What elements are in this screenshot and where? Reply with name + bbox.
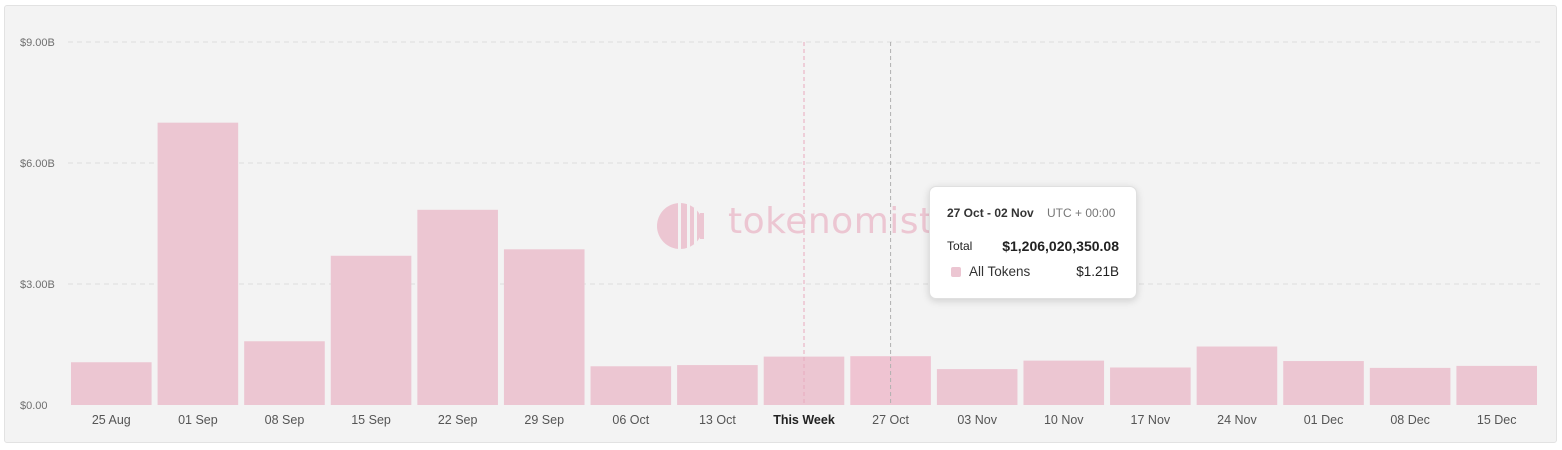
- y-tick-label: $3.00B: [20, 279, 55, 291]
- x-tick-label: 15 Sep: [351, 413, 391, 427]
- x-axis: 25 Aug 01 Sep 08 Sep 15 Sep 22 Sep 29 Sep 06 O…: [92, 413, 1517, 427]
- bar[interactable]: [936, 369, 1018, 405]
- tooltip-total-value: $1,206,020,350.08: [1002, 238, 1119, 254]
- tooltip-series-label: All Tokens: [969, 264, 1031, 279]
- y-axis: $0.00 $3.00B $6.00B $9.00B: [20, 37, 55, 412]
- bar[interactable]: [590, 366, 672, 405]
- x-tick-label: 15 Dec: [1477, 413, 1517, 427]
- x-tick-label: 29 Sep: [524, 413, 564, 427]
- x-tick-label: 06 Oct: [612, 413, 649, 427]
- y-tick-label: $0.00: [20, 400, 48, 412]
- tokenomist-watermark: tokenomist: [656, 200, 933, 252]
- x-tick-label: This Week: [773, 413, 835, 427]
- watermark-text: tokenomist: [728, 201, 934, 242]
- bar[interactable]: [1196, 346, 1278, 405]
- tooltip-series-swatch: [951, 267, 961, 277]
- x-tick-label: 03 Nov: [957, 413, 997, 427]
- chart-tooltip: 27 Oct - 02 Nov UTC + 00:00 Total $1,206…: [929, 186, 1137, 299]
- tooltip-timezone: UTC + 00:00: [1047, 206, 1116, 220]
- x-tick-label: 17 Nov: [1131, 413, 1171, 427]
- bar[interactable]: [1283, 361, 1364, 405]
- tooltip-total-label: Total: [947, 239, 973, 253]
- x-tick-label: 25 Aug: [92, 413, 131, 427]
- bar[interactable]: [503, 249, 585, 405]
- tooltip-series-value: $1.21B: [1076, 264, 1119, 279]
- x-tick-label: 01 Dec: [1304, 413, 1344, 427]
- bar[interactable]: [1023, 360, 1105, 405]
- bar[interactable]: [157, 122, 239, 406]
- bar[interactable]: [1369, 367, 1451, 405]
- bar[interactable]: [1456, 365, 1537, 405]
- bar[interactable]: [677, 365, 758, 405]
- x-tick-label: 10 Nov: [1044, 413, 1084, 427]
- x-tick-label: 08 Sep: [265, 413, 305, 427]
- bar[interactable]: [1110, 367, 1191, 405]
- marker-layer: [803, 42, 892, 405]
- y-tick-label: $9.00B: [20, 37, 55, 49]
- x-tick-label: 22 Sep: [438, 413, 478, 427]
- x-tick-label: 13 Oct: [699, 413, 736, 427]
- tooltip-date-range: 27 Oct - 02 Nov: [947, 206, 1034, 220]
- bar-layer: [71, 122, 1537, 406]
- tokenomist-logo-icon: [657, 201, 704, 251]
- x-tick-label: 08 Dec: [1390, 413, 1430, 427]
- x-tick-label: 01 Sep: [178, 413, 218, 427]
- x-tick-label: 27 Oct: [872, 413, 909, 427]
- bar[interactable]: [71, 362, 152, 405]
- x-tick-label: 24 Nov: [1217, 413, 1257, 427]
- bar[interactable]: [244, 341, 325, 405]
- bar[interactable]: [330, 255, 412, 405]
- y-tick-label: $6.00B: [20, 158, 55, 170]
- bar[interactable]: [417, 209, 498, 405]
- grid-layer: [68, 41, 1540, 285]
